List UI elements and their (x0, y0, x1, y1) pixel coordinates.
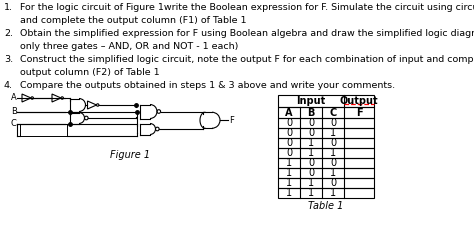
Text: 0: 0 (286, 138, 292, 148)
Text: 0: 0 (330, 138, 336, 148)
Text: 3.: 3. (4, 55, 13, 64)
Text: 2.: 2. (4, 29, 13, 38)
Text: 1.: 1. (4, 3, 13, 12)
Text: A: A (285, 108, 293, 118)
Text: 0: 0 (308, 128, 314, 138)
Text: 1: 1 (330, 148, 336, 158)
Text: 1: 1 (286, 188, 292, 198)
Text: Output: Output (340, 96, 378, 106)
Text: 1: 1 (330, 188, 336, 198)
Text: 0: 0 (286, 148, 292, 158)
Text: Table 1: Table 1 (308, 201, 344, 211)
Text: 1: 1 (330, 168, 336, 178)
Text: A: A (11, 94, 17, 102)
Text: 4.: 4. (4, 81, 13, 90)
Text: 0: 0 (330, 178, 336, 188)
Text: 1: 1 (308, 138, 314, 148)
Text: 0: 0 (330, 118, 336, 128)
Text: Input: Input (296, 96, 326, 106)
Text: B: B (307, 108, 315, 118)
Text: F: F (229, 116, 234, 125)
Text: Construct the simplified logic circuit, note the output F for each combination o: Construct the simplified logic circuit, … (20, 55, 474, 64)
Text: Obtain the simplified expression for F using Boolean algebra and draw the simpli: Obtain the simplified expression for F u… (20, 29, 474, 38)
Text: Figure 1: Figure 1 (110, 150, 150, 160)
Text: 0: 0 (308, 118, 314, 128)
Text: 0: 0 (308, 168, 314, 178)
Text: B: B (11, 108, 17, 116)
Text: 0: 0 (308, 158, 314, 168)
Text: and complete the output column (F1) of Table 1: and complete the output column (F1) of T… (20, 16, 246, 25)
Text: 1: 1 (286, 168, 292, 178)
Text: C: C (329, 108, 337, 118)
Text: F: F (356, 108, 362, 118)
Text: only three gates – AND, OR and NOT - 1 each): only three gates – AND, OR and NOT - 1 e… (20, 42, 238, 51)
Text: C: C (11, 120, 17, 128)
Text: 1: 1 (286, 178, 292, 188)
Text: 1: 1 (308, 178, 314, 188)
Text: 1: 1 (286, 158, 292, 168)
Text: For the logic circuit of Figure 1write the Boolean expression for F. Simulate th: For the logic circuit of Figure 1write t… (20, 3, 474, 12)
Text: Compare the outputs obtained in steps 1 & 3 above and write your comments.: Compare the outputs obtained in steps 1 … (20, 81, 395, 90)
Text: 0: 0 (286, 128, 292, 138)
Text: 1: 1 (308, 148, 314, 158)
Text: output column (F2) of Table 1: output column (F2) of Table 1 (20, 68, 160, 77)
Text: 1: 1 (308, 188, 314, 198)
Text: 0: 0 (330, 158, 336, 168)
Text: 1: 1 (330, 128, 336, 138)
Text: 0: 0 (286, 118, 292, 128)
